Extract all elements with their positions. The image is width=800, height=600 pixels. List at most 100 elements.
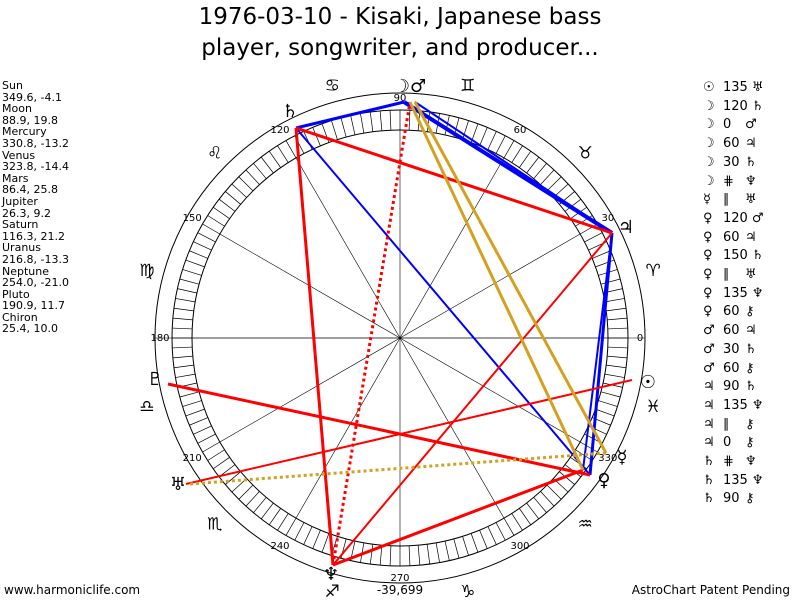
wheel-planet: ♇ xyxy=(147,369,163,390)
aspect-planet: ♆ xyxy=(751,472,764,488)
aspect-planet: ♄ xyxy=(751,98,764,114)
ring-tick xyxy=(312,127,321,146)
degree-label: 120 xyxy=(270,125,289,136)
ring-tick xyxy=(182,400,202,407)
aspect-line xyxy=(167,382,591,477)
ring-tick xyxy=(253,497,267,513)
ring-tick xyxy=(173,307,194,312)
ring-tick xyxy=(606,364,627,369)
ring-tick xyxy=(479,127,488,146)
ring-tick xyxy=(238,176,254,192)
ring-tick xyxy=(179,391,200,398)
aspect-type: 60 xyxy=(723,360,740,376)
aspect-planet: ♄ xyxy=(703,472,715,488)
spoke xyxy=(399,337,505,519)
zodiac-sign: ♍ xyxy=(139,261,154,281)
aspect-planet: ☽ xyxy=(703,173,715,189)
aspect-planet: ♃ xyxy=(703,379,715,395)
aspect-planet: ☉ xyxy=(703,80,715,95)
aspect-planet: ♆ xyxy=(751,397,764,413)
aspect-type: 0 xyxy=(723,435,732,451)
aspect-planet: ♃ xyxy=(703,435,715,451)
degree-label: 240 xyxy=(270,541,289,552)
ring-tick xyxy=(600,391,621,398)
wheel-planet: ♃ xyxy=(618,217,634,238)
ring-tick xyxy=(213,206,230,219)
degree-label: 0 xyxy=(637,333,643,344)
ring-tick xyxy=(369,544,374,565)
planet-coords: 349.6, -4.1 xyxy=(2,90,62,104)
zodiac-sign: ♐ xyxy=(325,582,340,600)
aspect-type: 30 xyxy=(723,341,740,357)
aspect-planet: ♆ xyxy=(751,285,764,301)
ring-tick xyxy=(495,522,506,541)
ring-tick xyxy=(546,484,562,500)
aspect-planet: ⚷ xyxy=(745,491,755,507)
aspect-line xyxy=(295,100,405,130)
ring-tick xyxy=(487,526,497,545)
aspect-line xyxy=(294,127,335,566)
footer-site: www.harmoniclife.com xyxy=(4,583,141,597)
aspect-type: 60 xyxy=(723,136,740,152)
ring-tick xyxy=(417,545,421,566)
wheel-planet: ♆ xyxy=(323,564,339,585)
wheel-planet: ♄ xyxy=(282,101,298,122)
aspect-type: 135 xyxy=(723,80,748,95)
ring-tick xyxy=(268,508,281,525)
ring-tick xyxy=(253,163,267,179)
ring-tick xyxy=(546,176,562,192)
aspect-type: 120 xyxy=(723,98,748,114)
aspect-row: ♀ 150 ♄ xyxy=(703,247,763,266)
ring-tick xyxy=(389,110,392,131)
ring-tick xyxy=(462,536,469,556)
aspect-line xyxy=(408,101,585,471)
aspect-row: ♀ 120 ♂ xyxy=(703,210,763,229)
ring-tick xyxy=(598,400,618,407)
ring-tick xyxy=(285,517,297,536)
ring-tick xyxy=(607,355,628,359)
aspect-row: ♄ 135 ♆ xyxy=(703,472,763,491)
ring-tick xyxy=(595,408,615,417)
zodiac-sign: ♒ xyxy=(578,514,593,534)
ring-tick xyxy=(285,140,297,159)
ring-tick xyxy=(260,156,274,174)
ring-tick xyxy=(260,502,274,520)
ring-tick xyxy=(207,449,225,461)
ring-tick xyxy=(172,317,193,321)
aspect-type: 0 xyxy=(723,117,732,133)
planet-name: Moon xyxy=(2,102,32,116)
ring-tick xyxy=(503,517,515,536)
ring-tick xyxy=(526,502,540,520)
ring-tick xyxy=(519,508,532,525)
zodiac-sign: ♓ xyxy=(645,397,660,417)
ring-tick xyxy=(607,346,628,349)
degree-label: 150 xyxy=(183,213,202,224)
aspect-type: 135 xyxy=(723,285,748,301)
aspect-row: ♃ 90 ♄ xyxy=(703,378,763,397)
planet-name: Mars xyxy=(2,171,29,185)
ring-tick xyxy=(606,307,627,312)
aspect-planet: ⚷ xyxy=(745,360,755,376)
aspect-line xyxy=(185,379,633,485)
wheel-planet: ♀ xyxy=(597,470,610,491)
ring-tick xyxy=(511,145,523,163)
ring-tick xyxy=(479,530,488,549)
aspect-planet: ♃ xyxy=(745,136,757,152)
aspect-type: ∥ xyxy=(723,192,730,208)
aspect-planet: ♀ xyxy=(703,210,713,226)
ring-tick xyxy=(238,484,254,500)
aspect-row: ♀ 135 ♆ xyxy=(703,285,763,304)
aspect-planet: ⚷ xyxy=(745,304,755,320)
ring-tick xyxy=(277,145,289,163)
degree-label: 180 xyxy=(150,333,169,344)
aspect-row: ☽ 120 ♄ xyxy=(703,98,763,117)
ring-tick xyxy=(268,151,281,168)
ring-tick xyxy=(303,526,313,545)
ring-tick xyxy=(426,111,431,132)
aspect-planet: ♄ xyxy=(703,491,715,507)
aspect-planet: ♂ xyxy=(751,210,764,226)
ring-tick xyxy=(340,117,347,138)
aspect-row: ♂ 30 ♄ xyxy=(703,341,763,360)
ring-tick xyxy=(175,373,196,378)
